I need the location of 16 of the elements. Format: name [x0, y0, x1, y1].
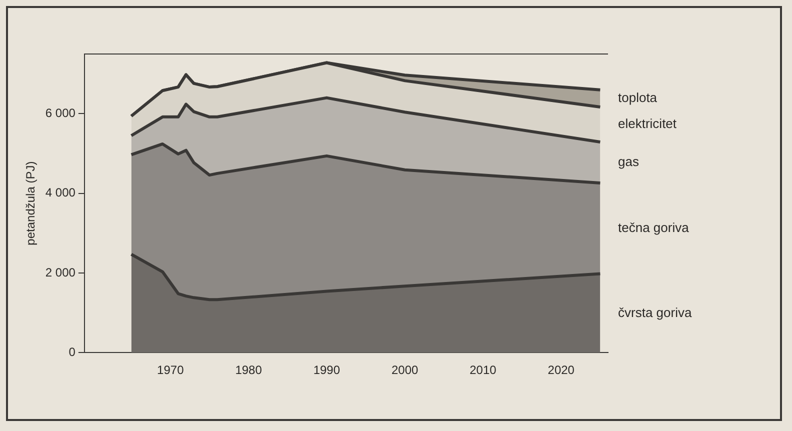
series-label: elektricitet: [618, 116, 677, 132]
x-tick-label: 2020: [548, 363, 575, 378]
x-tick-label: 1990: [313, 363, 340, 378]
series-label: gas: [618, 154, 640, 170]
x-tick-label: 2010: [470, 363, 497, 378]
series-label: čvrsta goriva: [618, 304, 692, 320]
x-tick-label: 2000: [391, 363, 418, 378]
y-tick-label: 0: [68, 344, 76, 359]
series-label: tečna goriva: [618, 220, 690, 235]
y-tick-label: 4 000: [45, 186, 76, 200]
y-tick-label: 6 000: [45, 106, 76, 120]
x-tick-label: 1970: [157, 363, 184, 378]
x-tick-label: 1980: [235, 363, 262, 378]
y-tick-label: 2 000: [45, 265, 76, 280]
y-axis-title: petandžula (PJ): [24, 161, 38, 246]
series-label: toplota: [618, 90, 658, 105]
